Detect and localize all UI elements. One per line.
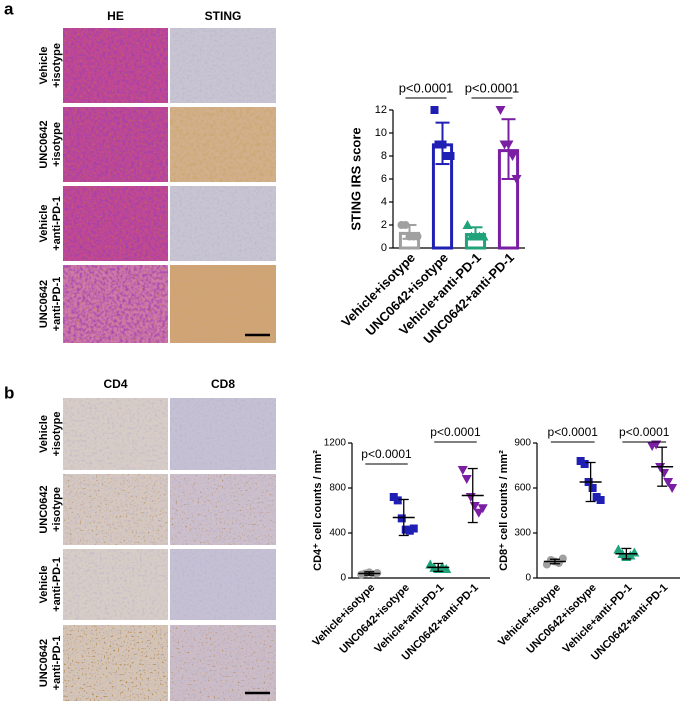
data-point [430, 106, 439, 114]
stain-spots [170, 474, 276, 545]
data-point [477, 504, 488, 514]
y-tick-label: 0 [340, 573, 346, 584]
y-tick-label: 600 [514, 483, 531, 494]
data-point [507, 152, 518, 161]
row-label: UNC0642 [38, 639, 50, 687]
data-point [438, 140, 447, 149]
stain-spots [63, 107, 168, 182]
p-value: p<0.0001 [619, 425, 670, 439]
column-header: CD8 [211, 377, 235, 391]
row-label: +anti-PD-1 [51, 557, 63, 612]
y-axis-label: STING IRS score [348, 127, 363, 230]
row-label: +isotype [51, 43, 63, 88]
data-point [465, 493, 476, 502]
row-label: Vehicle [38, 566, 50, 604]
row-label: Vehicle [38, 47, 50, 85]
micrograph-texture [170, 186, 276, 261]
data-point [473, 508, 484, 518]
p-value: p<0.0001 [399, 80, 454, 95]
row-label: +anti-PD-1 [51, 277, 63, 332]
column-header: HE [107, 9, 124, 23]
data-point [503, 140, 514, 150]
micrograph-texture [63, 398, 168, 470]
y-tick-label: 10 [375, 127, 387, 139]
data-point [462, 220, 473, 229]
stain-spots [63, 265, 168, 343]
row-label: +isotype [51, 122, 63, 167]
row-label: +isotype [51, 412, 63, 457]
y-tick-label: 1200 [324, 438, 347, 449]
y-tick-label: 4 [381, 196, 387, 208]
panel-label: b [4, 383, 14, 402]
stain-spots [63, 625, 168, 701]
y-tick-label: 400 [329, 528, 346, 539]
x-tick-label: Vehicle+isotype [310, 582, 377, 649]
data-point [596, 496, 605, 504]
data-point [558, 554, 567, 563]
data-point [446, 152, 455, 160]
data-point [511, 175, 522, 184]
p-value: p<0.0001 [430, 425, 481, 439]
stain-spots [63, 186, 168, 261]
y-tick-label: 6 [381, 173, 387, 185]
y-tick-label: 900 [514, 438, 531, 449]
panel-label: a [4, 0, 14, 18]
data-point [441, 564, 452, 573]
data-point [613, 544, 624, 554]
row-label: UNC0642 [38, 280, 50, 328]
row-label: +isotype [51, 487, 63, 532]
y-axis-label: CD4⁺ cell counts / mm² [312, 450, 324, 571]
micrograph-texture [170, 549, 276, 620]
data-point [393, 496, 402, 505]
data-point [667, 484, 678, 493]
row-label: Vehicle [38, 415, 50, 453]
data-point [651, 440, 662, 450]
data-point [495, 106, 506, 115]
row-label: +anti-PD-1 [51, 196, 63, 251]
y-tick-label: 2 [381, 219, 387, 231]
stain-spots [170, 625, 276, 701]
data-point [413, 232, 422, 241]
stain-spots [63, 28, 168, 103]
p-value: p<0.0001 [361, 447, 412, 461]
row-label: UNC0642 [38, 485, 50, 533]
micrograph-texture [170, 28, 276, 103]
data-point [409, 524, 418, 533]
micrograph-texture [170, 107, 276, 182]
y-tick-label: 8 [381, 150, 387, 162]
data-point [663, 478, 674, 487]
micrograph-texture [63, 549, 168, 620]
y-tick-label: 300 [514, 528, 531, 539]
micrograph-texture [170, 398, 276, 470]
y-tick-label: 0 [525, 573, 531, 584]
y-tick-label: 12 [375, 104, 387, 116]
p-value: p<0.0001 [548, 425, 599, 439]
data-point [461, 475, 472, 484]
data-point [478, 231, 489, 241]
data-point [457, 466, 468, 475]
data-point [397, 514, 406, 523]
micrograph-texture [170, 265, 276, 343]
y-tick-label: 0 [381, 242, 387, 254]
x-tick-label: Vehicle+isotype [496, 582, 563, 649]
data-point [580, 460, 589, 468]
y-axis-label: CD8⁺ cell counts / mm² [498, 450, 510, 571]
row-label: +anti-PD-1 [51, 636, 63, 691]
column-header: STING [205, 9, 242, 23]
column-header: CD4 [103, 377, 127, 391]
p-value: p<0.0001 [465, 80, 520, 95]
y-tick-label: 800 [329, 483, 346, 494]
data-point [588, 484, 597, 492]
stain-spots [63, 474, 168, 545]
row-label: UNC0642 [38, 120, 50, 168]
data-point [401, 221, 410, 229]
data-point [659, 469, 670, 478]
row-label: Vehicle [38, 205, 50, 243]
